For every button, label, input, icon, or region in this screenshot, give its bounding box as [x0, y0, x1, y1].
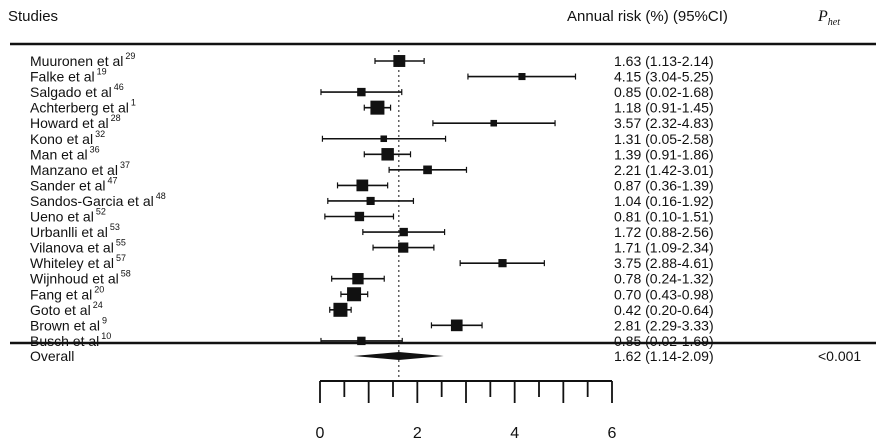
study-label: Sander et al — [30, 177, 106, 193]
header-studies: Studies — [8, 8, 59, 25]
study-label: Howard et al — [30, 115, 109, 131]
ci-text: 1.31 (0.05-2.58) — [614, 131, 714, 147]
ci-text: 3.57 (2.32-4.83) — [614, 115, 714, 131]
x-tick-label: 4 — [510, 425, 519, 442]
x-tick-label: 6 — [608, 425, 617, 442]
ci-text: 0.42 (0.20-0.64) — [614, 302, 714, 318]
overall-ci-text: 1.62 (1.14-2.09) — [614, 348, 714, 364]
x-tick-label: 0 — [316, 425, 325, 442]
ci-text: 0.81 (0.10-1.51) — [614, 209, 714, 225]
study-ref: 24 — [93, 300, 103, 310]
ci-text: 0.85 (0.02-1.68) — [614, 84, 714, 100]
ci-text: 2.81 (2.29-3.33) — [614, 317, 714, 333]
point-estimate — [399, 227, 408, 237]
study-label: Goto et al — [30, 302, 91, 318]
study-ref: 29 — [125, 51, 135, 61]
header-phet: Phet — [818, 8, 840, 28]
point-estimate — [356, 179, 369, 192]
header-phet-sub: het — [827, 17, 840, 29]
study-ref: 1 — [131, 98, 136, 108]
ci-text: 0.78 (0.24-1.32) — [614, 271, 714, 287]
study-label: Fang et al — [30, 286, 92, 302]
study-ref: 9 — [102, 315, 107, 325]
study-ref: 28 — [111, 113, 121, 123]
ci-text: 1.71 (1.09-2.34) — [614, 240, 714, 256]
study-ref: 58 — [121, 269, 131, 279]
ci-text: 3.75 (2.88-4.61) — [614, 255, 714, 271]
ci-text: 2.21 (1.42-3.01) — [614, 162, 714, 178]
point-estimate — [357, 87, 366, 97]
study-label: Muuronen et al — [30, 53, 123, 69]
ci-text: 1.18 (0.91-1.45) — [614, 100, 714, 116]
study-ref: 48 — [156, 191, 166, 201]
point-estimate — [357, 336, 366, 346]
study-label: Salgado et al — [30, 84, 112, 100]
header-phet-main: P — [818, 8, 828, 25]
study-ref: 46 — [114, 82, 124, 92]
point-estimate — [490, 119, 498, 127]
study-label: Sandos-Garcia et al — [30, 193, 154, 209]
point-estimate — [398, 242, 409, 253]
study-ref: 57 — [116, 253, 126, 263]
study-label: Whiteley et al — [30, 255, 114, 271]
study-label: Man et al — [30, 146, 88, 162]
study-label: Wijnhoud et al — [30, 271, 119, 287]
study-label: Kono et al — [30, 131, 93, 147]
study-ref: 10 — [101, 331, 111, 341]
x-tick-label: 2 — [413, 425, 422, 442]
ci-text: 1.39 (0.91-1.86) — [614, 146, 714, 162]
ci-text: 0.87 (0.36-1.39) — [614, 177, 714, 193]
point-estimate — [450, 319, 463, 332]
study-label: Falke et al — [30, 69, 95, 85]
point-estimate — [518, 73, 526, 81]
study-ref: 55 — [116, 238, 126, 248]
overall-label: Overall — [30, 348, 74, 364]
study-ref: 47 — [108, 175, 118, 185]
ci-text: 4.15 (3.04-5.25) — [614, 69, 714, 85]
point-estimate — [393, 55, 406, 67]
point-estimate — [333, 302, 348, 317]
study-ref: 52 — [96, 207, 106, 217]
point-estimate — [354, 211, 365, 222]
point-estimate — [381, 148, 394, 161]
ci-text: 1.72 (0.88-2.56) — [614, 224, 714, 240]
study-ref: 53 — [110, 222, 120, 232]
point-estimate — [366, 196, 375, 206]
study-ref: 20 — [94, 284, 104, 294]
study-ref: 32 — [95, 129, 105, 139]
point-estimate — [347, 287, 362, 302]
study-label: Achterberg et al — [30, 100, 129, 116]
point-estimate — [498, 259, 507, 268]
study-label: Vilanova et al — [30, 240, 114, 256]
overall-diamond — [353, 352, 444, 360]
study-ref: 37 — [120, 160, 130, 170]
study-label: Brown et al — [30, 317, 100, 333]
study-ref: 19 — [97, 67, 107, 77]
point-estimate — [380, 135, 388, 143]
study-label: Urbanlli et al — [30, 224, 108, 240]
point-estimate — [352, 273, 364, 285]
ci-text: 1.63 (1.13-2.14) — [614, 53, 714, 69]
study-ref: 36 — [90, 144, 100, 154]
ci-text: 1.04 (0.16-1.92) — [614, 193, 714, 209]
header-annual-risk: Annual risk (%) (95%CI) — [567, 8, 728, 25]
ci-text: 0.70 (0.43-0.98) — [614, 286, 714, 302]
point-estimate — [423, 165, 432, 175]
study-label: Ueno et al — [30, 209, 94, 225]
study-label: Manzano et al — [30, 162, 118, 178]
overall-phet: <0.001 — [818, 348, 861, 364]
study-label: Busch et al — [30, 333, 99, 349]
point-estimate — [370, 100, 385, 115]
ci-text: 0.85 (0.02-1.69) — [614, 333, 714, 349]
